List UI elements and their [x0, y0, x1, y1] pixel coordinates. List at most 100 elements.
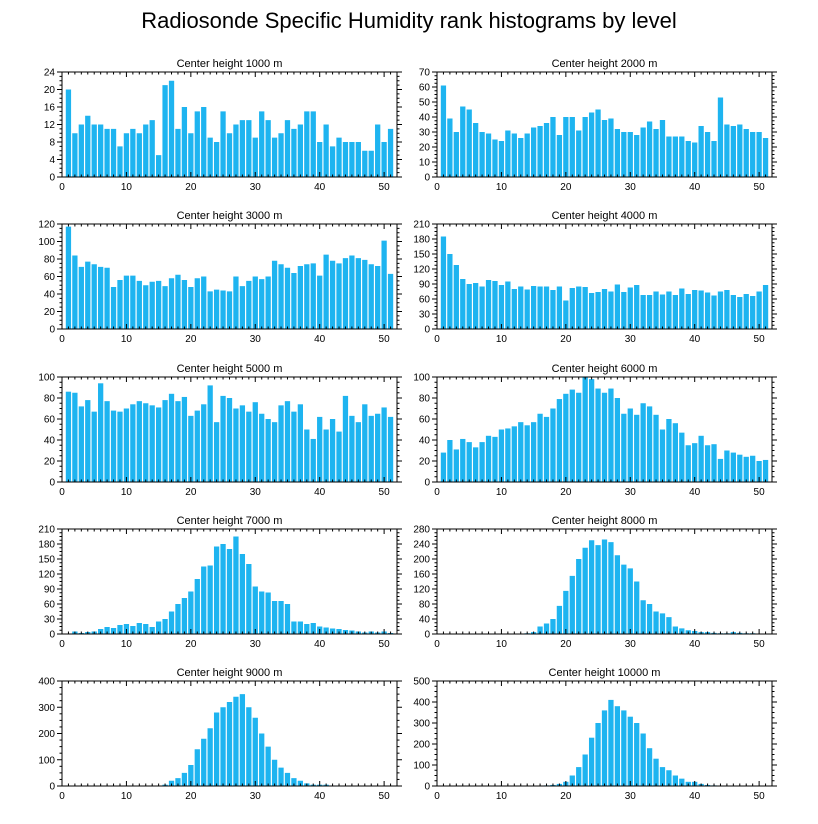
- bar: [375, 124, 381, 177]
- bar: [595, 388, 601, 482]
- bar: [246, 707, 252, 786]
- bar: [653, 758, 659, 786]
- bar: [265, 746, 271, 787]
- bar: [329, 260, 336, 329]
- x-tick-label: 10: [121, 334, 133, 345]
- bar: [524, 133, 530, 177]
- bar: [291, 411, 297, 482]
- x-tick-label: 30: [250, 182, 262, 193]
- bar: [304, 264, 310, 329]
- panel-10: Center height 10000 m0 10 20 30 40 5001002003…: [413, 667, 777, 802]
- bar: [537, 626, 543, 634]
- bar: [530, 286, 537, 329]
- bar: [336, 431, 342, 482]
- y-tick-label: 24: [44, 68, 56, 79]
- x-tick-label: 0: [59, 639, 65, 650]
- bar: [563, 117, 569, 177]
- bar: [329, 628, 336, 634]
- bar: [640, 295, 646, 329]
- bar: [213, 712, 220, 786]
- bar: [556, 286, 563, 329]
- bar: [569, 288, 575, 329]
- bar: [447, 254, 453, 329]
- panel-title: Center height 9000 m: [177, 667, 283, 679]
- bar: [104, 627, 110, 634]
- bar: [659, 613, 666, 635]
- bar: [130, 626, 136, 634]
- y-tick-label: 90: [419, 280, 431, 291]
- bar: [704, 445, 711, 482]
- bar: [368, 415, 374, 482]
- y-tick-label: 80: [44, 394, 56, 405]
- bar: [310, 623, 316, 634]
- bar: [317, 416, 323, 482]
- bar: [453, 449, 459, 482]
- bar: [188, 591, 194, 634]
- bar: [78, 266, 84, 330]
- bar: [595, 723, 601, 786]
- x-tick-label: 40: [689, 334, 701, 345]
- bar: [711, 295, 717, 329]
- y-tick-label: 120: [413, 265, 430, 276]
- bar: [207, 728, 213, 786]
- bar: [750, 455, 756, 482]
- panel-title: Center height 1000 m: [177, 58, 283, 70]
- bar: [756, 291, 762, 329]
- bar: [750, 132, 756, 177]
- x-tick-label: 50: [754, 487, 766, 498]
- bar: [291, 128, 297, 178]
- bar: [601, 120, 608, 177]
- x-tick-label: 50: [379, 639, 391, 650]
- bar: [175, 274, 181, 329]
- bar: [387, 416, 394, 482]
- y-tick-label: 180: [413, 235, 430, 246]
- bar: [666, 770, 672, 786]
- bar: [78, 124, 84, 177]
- bar: [601, 710, 608, 786]
- bar: [162, 286, 168, 330]
- y-tick-label: 0: [49, 325, 55, 336]
- bar: [711, 141, 717, 177]
- bar: [588, 293, 595, 329]
- bar: [259, 111, 265, 178]
- bar: [297, 124, 303, 177]
- x-tick-label: 30: [250, 791, 262, 802]
- y-tick-label: 100: [413, 373, 430, 384]
- bar: [149, 405, 155, 482]
- bar: [226, 133, 233, 177]
- bar: [213, 142, 220, 177]
- bar: [323, 429, 329, 482]
- bar: [556, 399, 563, 482]
- bar: [582, 287, 588, 329]
- x-tick-label: 40: [689, 182, 701, 193]
- bar: [123, 275, 130, 330]
- y-tick-label: 80: [44, 255, 56, 266]
- bar: [168, 780, 175, 786]
- panel-title: Center height 5000 m: [177, 363, 283, 375]
- bar: [201, 107, 207, 177]
- bar: [233, 536, 239, 634]
- bar: [672, 295, 678, 329]
- panel-title: Center height 6000 m: [552, 363, 658, 375]
- x-tick-label: 30: [625, 639, 637, 650]
- x-tick-label: 50: [379, 791, 391, 802]
- x-tick-label: 30: [250, 487, 262, 498]
- y-tick-label: 60: [44, 415, 56, 426]
- x-tick-label: 10: [496, 639, 508, 650]
- x-tick-label: 40: [314, 791, 326, 802]
- bar: [188, 133, 194, 177]
- panel-title: Center height 8000 m: [552, 515, 658, 527]
- bar: [730, 126, 736, 177]
- bar: [737, 297, 743, 329]
- bar: [621, 413, 627, 482]
- bar: [213, 289, 220, 330]
- bar: [685, 294, 691, 329]
- bar: [362, 259, 368, 330]
- y-tick-label: 240: [413, 540, 430, 551]
- bar: [104, 267, 110, 329]
- bar: [614, 555, 621, 634]
- y-tick-label: 200: [38, 729, 55, 740]
- bar: [98, 383, 104, 482]
- bar: [226, 702, 233, 786]
- y-tick-label: 60: [419, 415, 431, 426]
